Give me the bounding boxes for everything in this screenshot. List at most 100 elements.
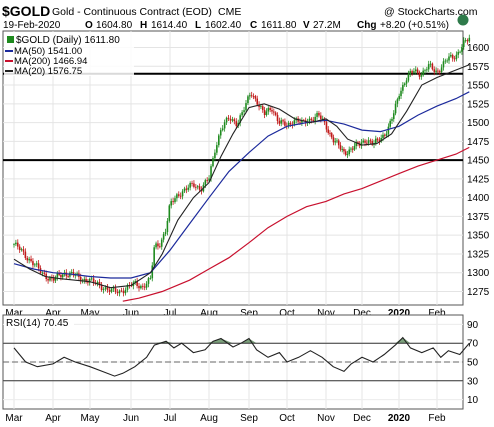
- candle-body: [198, 186, 201, 190]
- candle-body: [212, 158, 214, 167]
- candle-body: [247, 96, 249, 104]
- candle-body: [461, 46, 463, 52]
- candle-body: [141, 285, 144, 287]
- candle-body: [267, 108, 270, 112]
- rsi-x-tick-labels: Mar Apr May Jun Jul Aug Sep Oct Nov Dec 2020 Feb: [5, 413, 446, 424]
- candle-body: [49, 277, 51, 281]
- candle-body: [229, 118, 232, 121]
- candle-body: [367, 140, 370, 144]
- candle-body: [407, 74, 410, 81]
- price-x-tick: Mar: [5, 308, 23, 319]
- candle-body: [145, 283, 148, 288]
- candle-body: [362, 140, 365, 143]
- candle-body: [195, 186, 197, 188]
- candle-body: [26, 257, 29, 261]
- candle-body: [151, 265, 154, 279]
- rsi-x-tick: Aug: [200, 413, 218, 424]
- rsi-x-tick: Feb: [428, 413, 446, 424]
- candle-body: [358, 143, 361, 146]
- candle-body: [124, 289, 127, 294]
- candle-body: [52, 278, 55, 281]
- candle-body: [360, 142, 363, 146]
- candle-body: [176, 194, 178, 199]
- rsi-x-tick: Dec: [353, 413, 371, 424]
- candle-body: [273, 111, 275, 113]
- open-label: O: [85, 20, 93, 31]
- candle-body: [189, 183, 191, 188]
- candle-body: [218, 135, 220, 146]
- candle-body: [466, 40, 469, 42]
- candle-body: [256, 98, 259, 105]
- candle-body: [402, 84, 404, 91]
- candle-body: [208, 178, 210, 181]
- candle-body: [140, 285, 142, 289]
- price-y-tick-labels: 1275 1300 1325 1350 1375 1400 1425 1450 1475 1500…: [467, 43, 490, 298]
- candle-body: [102, 289, 105, 291]
- candle-body: [83, 278, 86, 281]
- candle-body: [455, 54, 458, 60]
- candle-body: [28, 258, 30, 261]
- candle-body: [159, 246, 161, 248]
- candle-body: [310, 118, 313, 120]
- high-value: 1614.40: [151, 20, 188, 31]
- low-value: 1602.40: [205, 20, 242, 31]
- candle-body: [164, 232, 167, 235]
- candle-body: [177, 194, 180, 196]
- price-y-tick: 1375: [467, 212, 490, 223]
- candle-body: [378, 139, 381, 142]
- candle-body: [468, 37, 471, 42]
- candle-body: [462, 40, 465, 47]
- candle-body: [149, 278, 152, 280]
- candle-body: [414, 69, 417, 72]
- volume-label: V: [303, 20, 310, 31]
- candle-body: [214, 152, 216, 159]
- candle-body: [100, 285, 103, 291]
- candle-body: [341, 149, 344, 150]
- candle-body: [334, 141, 337, 143]
- candle-body: [193, 183, 195, 187]
- rsi-x-tick: Jul: [164, 413, 177, 424]
- ma50-line: [13, 91, 470, 279]
- candle-body: [206, 180, 208, 181]
- candle-body: [429, 63, 432, 65]
- copyright-label: @ StockCharts.com: [384, 6, 478, 18]
- candle-body: [243, 110, 245, 113]
- candle-body: [153, 247, 155, 266]
- candle-body: [287, 122, 290, 127]
- quote-date: 19-Feb-2020: [3, 20, 61, 31]
- candle-body: [106, 287, 109, 290]
- candle-body: [43, 272, 46, 274]
- price-x-tick: Jun: [123, 308, 139, 319]
- candle-body: [350, 148, 352, 150]
- candle-body: [348, 149, 351, 155]
- rsi-x-tick: Nov: [317, 413, 335, 424]
- candle-body: [118, 290, 121, 294]
- price-y-tick: 1425: [467, 174, 490, 185]
- candle-body: [329, 132, 331, 134]
- candle-body: [339, 145, 342, 150]
- rsi-x-tick: Jun: [123, 413, 139, 424]
- price-expand-icon[interactable]: [457, 14, 469, 26]
- candle-body: [69, 272, 71, 277]
- candle-body: [316, 112, 318, 117]
- candle-body: [136, 281, 138, 286]
- candle-body: [265, 111, 268, 116]
- candle-body: [364, 140, 366, 143]
- candle-body: [191, 183, 193, 184]
- candle-body: [424, 70, 426, 72]
- candle-body: [400, 90, 402, 97]
- candle-body: [261, 106, 264, 111]
- legend-ma50: MA(50) 1541.00: [14, 46, 82, 57]
- candle-body: [389, 120, 391, 127]
- candle-body: [147, 278, 150, 284]
- candle-body: [427, 64, 430, 70]
- price-y-tick: 1350: [467, 231, 490, 242]
- candle-body: [210, 166, 212, 179]
- candle-body: [258, 104, 260, 107]
- price-panel: 1275 1300 1325 1350 1375 1400 1425 1450 1475 1500…: [2, 14, 490, 319]
- legend-price: $GOLD (Daily) 1611.80: [16, 35, 120, 46]
- candle-body: [330, 133, 333, 138]
- price-x-tick: Dec: [353, 308, 371, 319]
- candle-body: [459, 51, 461, 53]
- candle-body: [293, 120, 296, 126]
